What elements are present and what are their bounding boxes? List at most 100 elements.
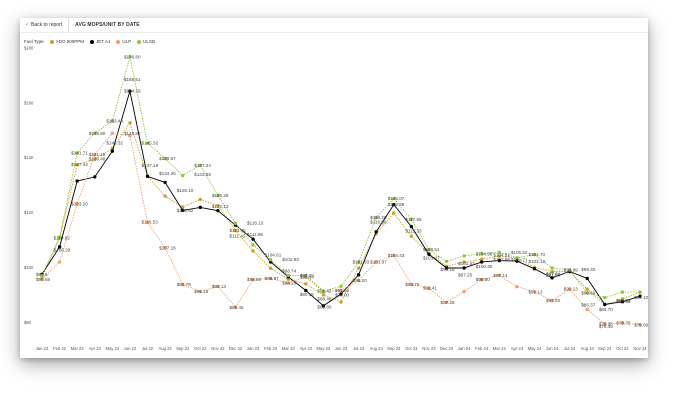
data-point-ulsd: [620, 290, 625, 294]
data-point-jet-a1: [304, 288, 308, 293]
x-tick-label: Apr 22: [89, 346, 102, 351]
x-tick-label: Jul 22: [142, 346, 154, 351]
data-label: $95.97: [265, 276, 279, 281]
data-label: $120.82: [177, 208, 194, 213]
data-point-ado-500ppm: [321, 293, 326, 297]
data-point-jet-a1: [128, 89, 132, 93]
data-label: $168.51: [124, 77, 141, 82]
legend-item-jet[interactable]: JET A1: [89, 39, 110, 44]
legend-item-ulsd[interactable]: ULSD: [137, 39, 155, 44]
data-label: $87.63: [616, 299, 630, 304]
data-label: $128.10: [177, 188, 194, 193]
x-tick-label: Jun 24: [546, 346, 559, 351]
data-point-jet-a1: [163, 180, 167, 185]
data-point-ado-500ppm: [181, 205, 185, 209]
data-point-jet-a1: [216, 208, 220, 213]
x-tick-label: May 23: [317, 346, 331, 351]
data-point-ado-500ppm: [163, 194, 167, 198]
data-point-ulp: [163, 245, 167, 250]
data-point-ulp: [480, 277, 484, 282]
data-point-ulp: [251, 277, 255, 282]
chart-title: AVG MOPS/UNIT BY DATE: [75, 22, 140, 28]
data-point-ulsd: [356, 260, 361, 264]
data-label: $113.33: [405, 228, 422, 233]
data-label: $116.53: [142, 220, 159, 225]
data-point-jet-a1: [638, 294, 642, 298]
x-tick-label: Nov 23: [422, 346, 436, 351]
y-tick-label: $100: [24, 265, 34, 270]
data-point-ulp: [110, 131, 115, 136]
data-label: $134.26: [159, 171, 176, 176]
data-label: $79.75: [616, 320, 630, 325]
legend-swatch-jet: [89, 39, 94, 44]
data-point-jet-a1: [444, 266, 449, 270]
legend-item-ulp[interactable]: ULP: [116, 39, 131, 44]
data-label: $111.95: [247, 232, 263, 237]
x-tick-label: Feb 22: [53, 346, 67, 351]
data-label: $117.55: [405, 217, 422, 222]
data-label: $79.09: [634, 322, 648, 327]
data-label: $148.82: [124, 131, 141, 136]
legend-item-ado[interactable]: ADO 500PPM: [49, 39, 84, 44]
data-point-ulp: [550, 298, 554, 303]
legend-label-ulp: ULP: [122, 39, 132, 44]
data-label: $137.18: [142, 163, 159, 168]
x-tick-label: Mar 24: [493, 346, 507, 351]
data-point-ulsd: [532, 252, 537, 257]
data-point-jet-a1: [497, 258, 501, 263]
data-point-ulp: [497, 273, 501, 278]
data-point-ulsd: [40, 273, 44, 278]
data-label: $101.52: [458, 261, 475, 266]
legend-swatch-ulp: [116, 39, 121, 44]
data-point-ado-500ppm: [93, 157, 97, 161]
data-label: $97.5: [36, 272, 48, 277]
data-label: $101.97: [370, 260, 387, 265]
data-point-jet-a1: [356, 273, 361, 277]
x-tick-label: Sep 22: [176, 346, 190, 351]
data-label: $126.29: [212, 193, 229, 198]
data-label: $122.86: [388, 202, 405, 207]
data-point-ulsd: [321, 289, 326, 293]
data-point-ado-500ppm: [550, 269, 554, 274]
data-point-jet-a1: [181, 208, 185, 213]
back-to-report-label: Back to report: [31, 22, 63, 28]
back-to-report-button[interactable]: ‹ Back to report: [20, 18, 70, 32]
x-tick-label: Dec 22: [229, 346, 243, 351]
data-label: $93.78: [177, 282, 191, 287]
data-point-ulp: [233, 305, 238, 309]
data-label: $89.10: [634, 295, 648, 300]
data-point-ado-500ppm: [75, 163, 79, 167]
data-label: $98.74: [282, 268, 296, 273]
legend-label-ulsd: ULSD: [143, 39, 156, 44]
data-point-ulsd: [75, 151, 79, 155]
data-label: $111.42: [229, 234, 245, 239]
data-point-jet-a1: [339, 292, 343, 296]
data-label: $90.69: [581, 290, 595, 295]
data-point-ulp: [75, 202, 79, 206]
data-point-jet-a1: [93, 175, 97, 179]
data-point-ulp: [515, 284, 519, 289]
data-point-ulp: [216, 284, 220, 289]
data-point-ulp: [444, 300, 449, 304]
data-label: $91.62: [335, 288, 349, 293]
data-label: $102.13: [528, 259, 545, 264]
data-label: $148.80: [89, 131, 106, 136]
data-label: $88.48: [317, 297, 331, 302]
data-point-ulsd: [216, 193, 220, 197]
data-label: $97.25: [458, 272, 472, 277]
header-bar: ‹ Back to report AVG MOPS/UNIT BY DATE: [20, 18, 648, 33]
x-tick-label: Jul 23: [353, 346, 365, 351]
data-label: $93.78: [405, 282, 419, 287]
data-label: $137.44: [71, 162, 88, 167]
data-label: $86.37: [581, 302, 595, 307]
data-label: $90.00: [335, 292, 349, 297]
x-tick-label: Nov 22: [211, 346, 225, 351]
data-point-ulp: [374, 260, 378, 264]
data-point-jet-a1: [75, 179, 79, 183]
data-point-ulsd: [286, 273, 290, 278]
x-tick-label: Oct 24: [616, 346, 629, 351]
data-label: $116.60: [370, 219, 387, 224]
data-point-jet-a1: [603, 302, 607, 307]
data-label: $90.15: [300, 292, 314, 297]
data-point-ulsd: [515, 256, 519, 260]
